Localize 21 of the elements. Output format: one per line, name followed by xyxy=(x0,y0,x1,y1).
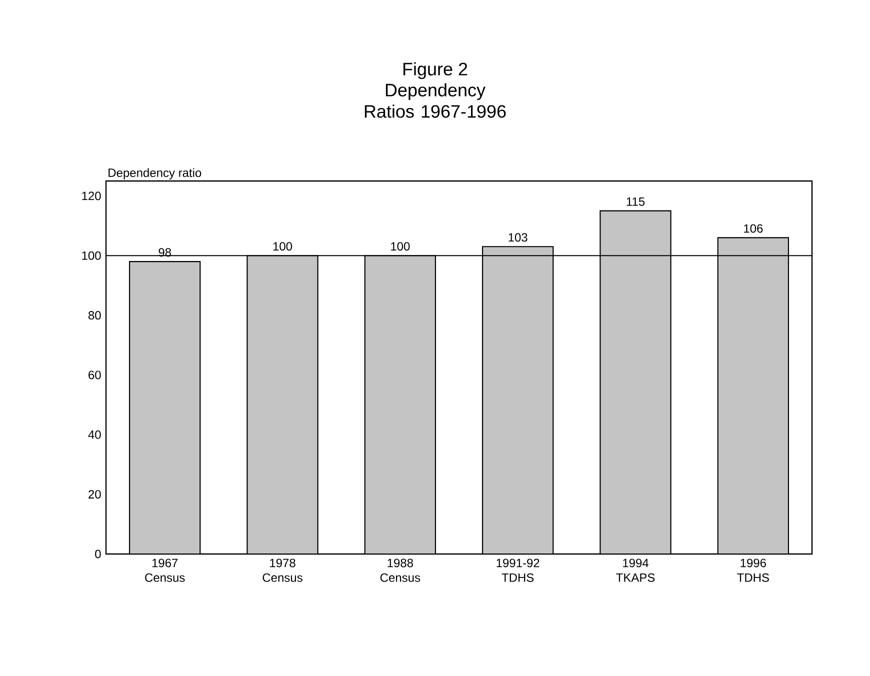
x-tick-label: 1996 TDHS xyxy=(737,558,769,582)
y-tick-label: 20 xyxy=(88,490,101,499)
data-label: 100 xyxy=(391,242,410,251)
data-label: 115 xyxy=(626,197,645,206)
y-tick-label: 60 xyxy=(88,370,101,380)
y-tick-label: 100 xyxy=(82,251,101,260)
data-label: 103 xyxy=(508,233,528,242)
x-tick-label: 1988 Census xyxy=(380,558,420,582)
y-axis-title: Dependency ratio xyxy=(108,168,202,180)
x-tick-label: 1991-92 TDHS xyxy=(496,558,540,582)
y-tick-label: 0 xyxy=(95,550,101,558)
x-tick-label: 1994 TKAPS xyxy=(616,558,655,582)
chart-subtitle: Dependency Ratios 1967-1996 xyxy=(364,83,506,118)
data-label: 106 xyxy=(744,224,763,233)
x-tick-label: 1978 Census xyxy=(262,558,302,582)
x-tick-label: 1967 Census xyxy=(145,558,185,582)
y-tick-label: 40 xyxy=(88,430,101,439)
y-tick-label: 80 xyxy=(88,311,101,320)
chart-title: Figure 2 xyxy=(403,62,468,80)
data-label: 100 xyxy=(273,242,292,251)
y-tick-label: 120 xyxy=(82,192,101,200)
